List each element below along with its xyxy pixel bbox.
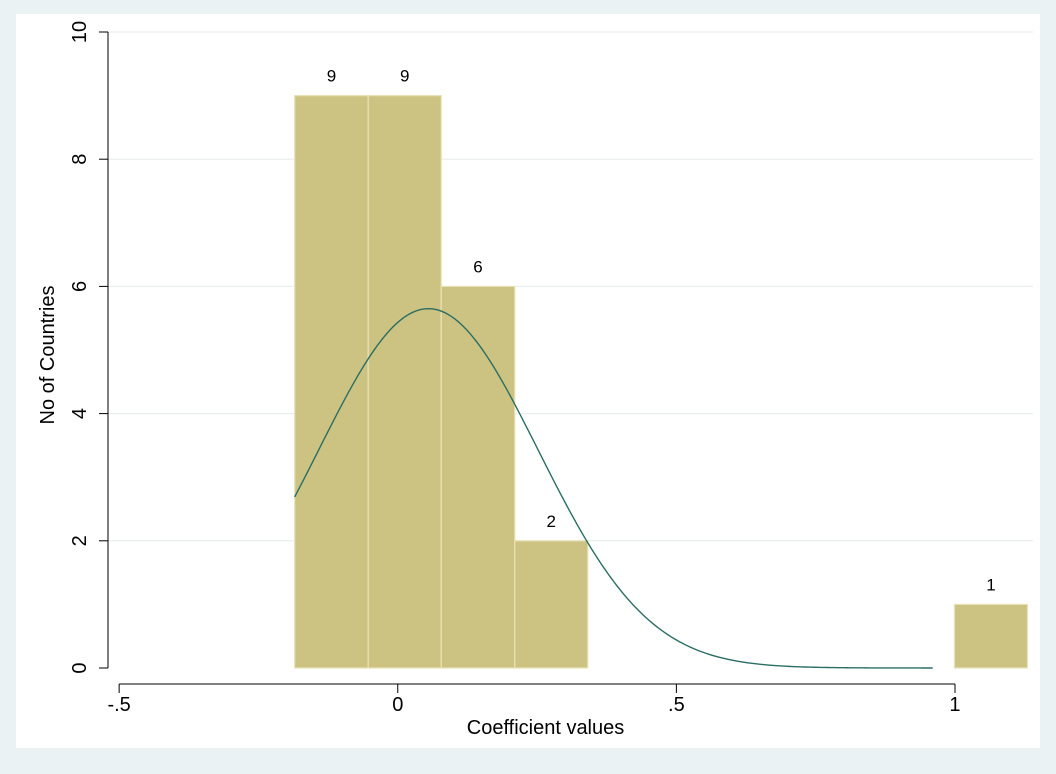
y-axis-ticks: 0 2 4 6 8 10 [69,21,108,674]
y-tick-label: 4 [69,408,91,419]
bar-3 [440,285,516,669]
bar-value-label: 6 [473,257,482,276]
gridlines [108,31,1033,542]
bar-value-label: 1 [986,575,995,594]
y-axis-title: No of Countries [37,286,59,425]
x-axis-ticks: -.5 0 .5 1 [107,684,961,716]
bar-4 [514,540,589,669]
y-tick-label: 10 [69,21,91,43]
x-tick-label: -.5 [107,694,130,716]
bars [294,94,1029,669]
x-axis-title: Coefficient values [467,717,625,739]
bar-10 [953,603,1029,669]
bar-value-label: 9 [327,67,336,86]
x-tick-label: 1 [949,694,960,716]
y-tick-label: 8 [69,154,91,165]
x-tick-label: 0 [392,694,403,716]
y-tick-label: 0 [69,662,91,673]
bar-2 [367,94,442,669]
y-tick-label: 2 [69,535,91,546]
normal-density-curve [294,307,933,669]
bar-value-label: 9 [400,67,409,86]
axes [107,32,955,685]
bar-value-label: 2 [547,512,556,531]
bar-1 [294,94,369,669]
x-tick-label: .5 [668,694,685,716]
bar-labels: 9 9 6 2 1 [327,67,996,595]
y-tick-label: 6 [69,281,91,292]
